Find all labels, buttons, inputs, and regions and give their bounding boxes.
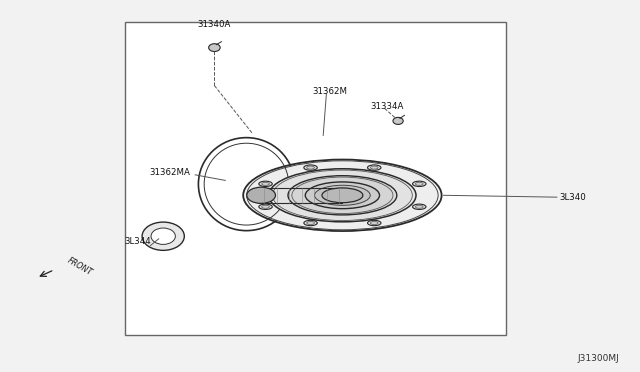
Ellipse shape <box>246 161 438 230</box>
Ellipse shape <box>413 204 426 209</box>
Ellipse shape <box>262 205 269 208</box>
Ellipse shape <box>151 228 175 244</box>
Ellipse shape <box>371 221 378 225</box>
Ellipse shape <box>305 182 380 209</box>
Ellipse shape <box>307 221 314 225</box>
Text: 3L340: 3L340 <box>559 193 586 202</box>
Ellipse shape <box>304 220 317 226</box>
Text: 31362M: 31362M <box>312 87 347 96</box>
Ellipse shape <box>292 177 393 214</box>
Text: 31362MA: 31362MA <box>149 169 190 177</box>
Ellipse shape <box>259 204 272 209</box>
Bar <box>125 22 506 335</box>
Ellipse shape <box>367 165 381 170</box>
Ellipse shape <box>243 160 442 231</box>
Text: 31334A: 31334A <box>371 102 404 110</box>
Ellipse shape <box>269 169 416 222</box>
Ellipse shape <box>367 220 381 226</box>
Ellipse shape <box>273 170 412 221</box>
Ellipse shape <box>247 187 275 203</box>
Ellipse shape <box>415 205 423 208</box>
Ellipse shape <box>371 166 378 169</box>
Ellipse shape <box>288 176 397 215</box>
Ellipse shape <box>393 118 403 124</box>
Ellipse shape <box>142 222 184 250</box>
Ellipse shape <box>304 165 317 170</box>
Ellipse shape <box>262 182 269 185</box>
Ellipse shape <box>209 44 220 52</box>
Ellipse shape <box>307 166 314 169</box>
Ellipse shape <box>259 181 272 186</box>
Text: J31300MJ: J31300MJ <box>578 354 620 363</box>
Text: 31340A: 31340A <box>198 20 231 29</box>
Ellipse shape <box>413 181 426 186</box>
Text: FRONT: FRONT <box>66 256 94 278</box>
Ellipse shape <box>315 185 370 205</box>
Text: 3L344: 3L344 <box>124 237 151 246</box>
Ellipse shape <box>322 188 363 203</box>
Ellipse shape <box>415 182 423 185</box>
